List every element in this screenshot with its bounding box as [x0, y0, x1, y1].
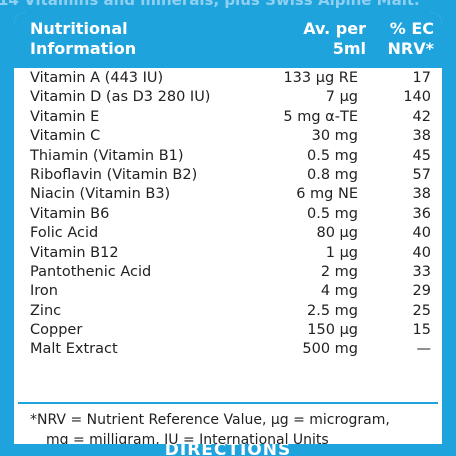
nutrient-amount: 30 mg [311, 128, 358, 145]
table-row: Vitamin B12 1 µg 40 [14, 244, 442, 263]
nutrient-amount: 80 µg [316, 225, 359, 242]
nutrient-name: Vitamin E [30, 108, 100, 125]
table-row: Vitamin C 30 mg 38 [14, 127, 442, 146]
nutrient-nrv: 45 [412, 147, 431, 164]
nutrient-amount: 5 mg α-TE [283, 108, 358, 125]
nutrient-name: Zinc [30, 302, 62, 319]
nutrient-nrv: 15 [412, 322, 431, 339]
table-row: Iron 4 mg 29 [14, 282, 442, 301]
nutrient-name: Vitamin C [30, 128, 101, 145]
header-per-line1: Av. per [303, 19, 366, 38]
nutrient-nrv: 57 [412, 166, 431, 183]
table-row: Vitamin D (as D3 280 IU) 7 µg 140 [14, 88, 442, 107]
table-row: Riboflavin (Vitamin B2) 0.8 mg 57 [14, 166, 442, 185]
nutrient-amount: 500 mg [302, 341, 358, 358]
table-row: Pantothenic Acid 2 mg 33 [14, 263, 442, 282]
nutrient-nrv: 40 [412, 244, 431, 261]
nutrient-nrv: 42 [412, 108, 431, 125]
table-row: Folic Acid 80 µg 40 [14, 224, 442, 243]
nutrient-name: Thiamin (Vitamin B1) [30, 147, 184, 164]
nutrient-name: Copper [30, 322, 83, 339]
header-title-line2: Information [30, 39, 137, 58]
nutrient-nrv: 29 [412, 283, 431, 300]
table-row: Zinc 2.5 mg 25 [14, 302, 442, 321]
nutrient-name: Iron [30, 283, 58, 300]
table-row: Vitamin A (443 IU) 133 µg RE 17 [14, 69, 442, 88]
header-per-serving: Av. per 5ml [303, 19, 366, 59]
table-row: Copper 150 µg 15 [14, 321, 442, 340]
nutrient-nrv: 25 [412, 302, 431, 319]
nutrient-name: Vitamin B12 [30, 244, 119, 261]
nutrient-rows: Vitamin A (443 IU) 133 µg RE 17 Vitamin … [14, 69, 442, 360]
banner-text: 14 Vitamins and minerals, plus Swiss Alp… [0, 0, 420, 9]
nutrient-amount: 7 µg [325, 89, 358, 106]
nutrient-amount: 150 µg [307, 322, 358, 339]
nutrient-name: Malt Extract [30, 341, 118, 358]
table-row: Thiamin (Vitamin B1) 0.5 mg 45 [14, 147, 442, 166]
nutrient-name: Pantothenic Acid [30, 263, 152, 280]
header-nrv: % EC NRV* [388, 19, 434, 59]
nutrient-amount: 0.5 mg [307, 147, 358, 164]
nutrient-nrv: 33 [412, 263, 431, 280]
header-per-line2: 5ml [332, 39, 366, 58]
nutrient-amount: 0.5 mg [307, 205, 358, 222]
nutrient-nrv: 40 [412, 225, 431, 242]
table-row: Vitamin E 5 mg α-TE 42 [14, 108, 442, 127]
table-row: Malt Extract 500 mg — [14, 340, 442, 359]
nutrient-nrv: 17 [412, 70, 431, 86]
nutrition-panel: Nutritional Information Av. per 5ml % EC… [14, 12, 442, 456]
nutrient-amount: 4 mg [320, 283, 358, 300]
nutrient-amount: 0.8 mg [307, 166, 358, 183]
nutrient-name: Vitamin D (as D3 280 IU) [30, 89, 211, 106]
nutrient-name: Folic Acid [30, 225, 99, 242]
table-row: Vitamin B6 0.5 mg 36 [14, 205, 442, 224]
table-row: Niacin (Vitamin B3) 6 mg NE 38 [14, 185, 442, 204]
nutrient-nrv: 38 [412, 186, 431, 203]
nutrient-nrv: 38 [412, 128, 431, 145]
header-nrv-line2: NRV* [387, 39, 434, 58]
nutrient-nrv: 140 [403, 89, 431, 106]
table-header: Nutritional Information Av. per 5ml % EC… [14, 12, 442, 68]
nutrient-amount: 2.5 mg [307, 302, 358, 319]
nutrient-nrv: — [416, 341, 432, 358]
header-title-line1: Nutritional [30, 19, 128, 38]
nutrient-amount: 1 µg [325, 244, 358, 261]
directions-bar: DIRECTIONS [0, 444, 456, 456]
header-nrv-line1: % EC [389, 19, 434, 38]
nutrient-amount: 6 mg NE [296, 186, 358, 203]
footnote-divider [18, 402, 438, 404]
nutrient-nrv: 36 [412, 205, 431, 222]
directions-heading: DIRECTIONS [164, 444, 292, 456]
nutrient-name: Vitamin A (443 IU) [30, 70, 164, 86]
nutrient-amount: 2 mg [320, 263, 358, 280]
header-title: Nutritional Information [30, 19, 136, 59]
footnote-line1: *NRV = Nutrient Reference Value, µg = mi… [30, 412, 390, 428]
nutrient-amount: 133 µg RE [283, 70, 358, 86]
nutrient-name: Niacin (Vitamin B3) [30, 186, 171, 203]
nutrient-name: Vitamin B6 [30, 205, 110, 222]
nutrient-name: Riboflavin (Vitamin B2) [30, 166, 198, 183]
